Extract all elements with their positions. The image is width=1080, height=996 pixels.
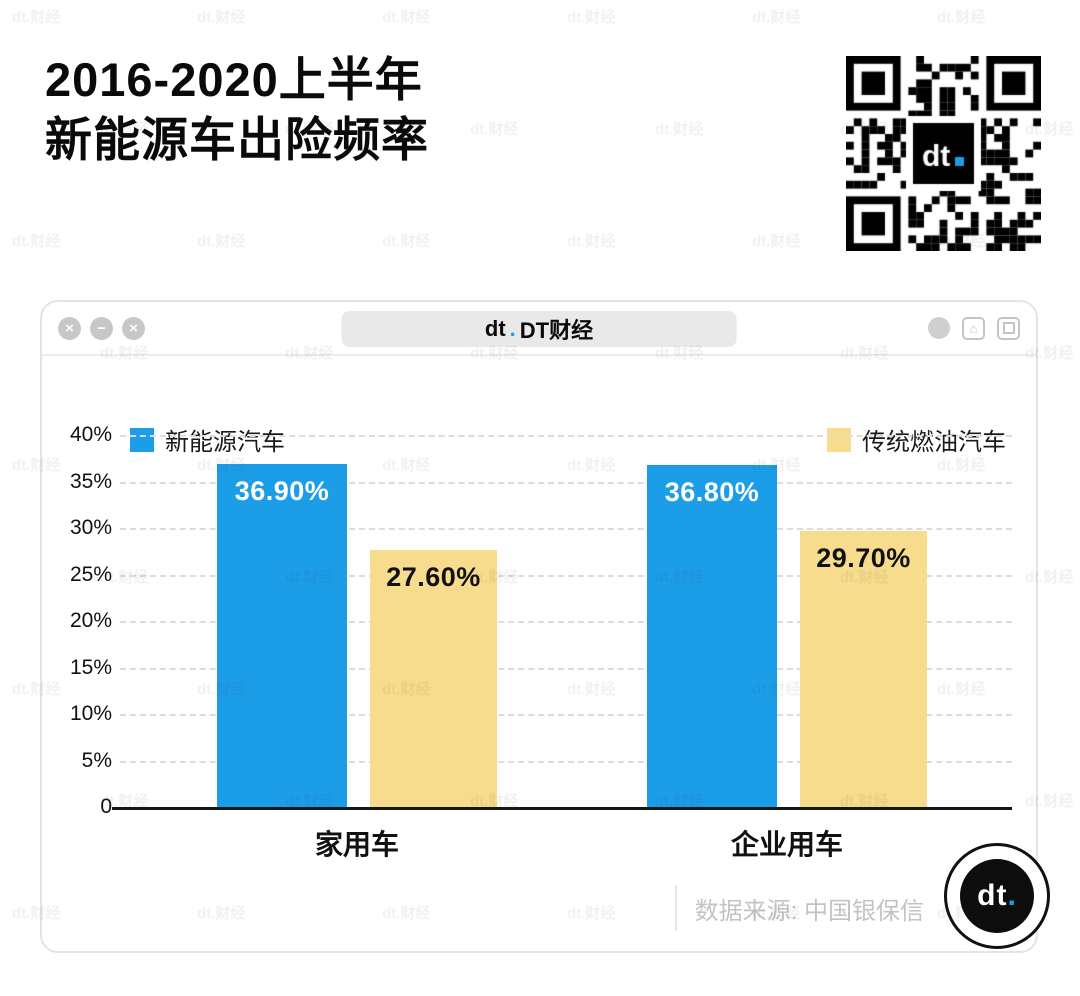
bar-value-label: 36.80% bbox=[664, 476, 760, 507]
copy-icon[interactable] bbox=[997, 316, 1020, 340]
y-axis-tick-label: 20% bbox=[69, 609, 112, 632]
window-title: DT财经 bbox=[519, 318, 594, 343]
watermark-text: dt.财经 bbox=[937, 9, 986, 26]
home-icon[interactable]: ⌂ bbox=[962, 316, 985, 340]
y-axis-tick-label: 25% bbox=[69, 562, 112, 586]
data-source: 数据来源: 中国银保信 bbox=[674, 885, 924, 931]
y-axis-tick-label: 5% bbox=[81, 748, 112, 772]
watermark-text: dt.财经 bbox=[567, 233, 616, 250]
bar-value-label: 36.90% bbox=[234, 475, 330, 506]
watermark-text: dt.财经 bbox=[12, 233, 61, 250]
titlebar-right-icons: ⌂ bbox=[928, 316, 1020, 340]
close-icon[interactable]: × bbox=[58, 316, 81, 340]
data-source-text: 数据来源: 中国银保信 bbox=[694, 897, 924, 925]
gridline bbox=[120, 714, 1012, 716]
dt-logo-text: dt bbox=[484, 316, 506, 341]
gridline bbox=[120, 435, 1012, 437]
gridline bbox=[120, 621, 1012, 623]
watermark-text: dt.财经 bbox=[12, 9, 61, 26]
x-axis-category-label: 企业用车 bbox=[730, 829, 843, 860]
watermark-text: dt.财经 bbox=[382, 9, 431, 26]
gridline bbox=[120, 574, 1012, 577]
watermark-text: dt.财经 bbox=[655, 121, 704, 138]
qr-code bbox=[846, 56, 1041, 251]
watermark-text: dt.财经 bbox=[752, 9, 801, 26]
page-title-line2: 新能源车出险频率 bbox=[45, 113, 429, 167]
watermark-text: dt.财经 bbox=[382, 233, 431, 250]
y-axis-tick-label: 10% bbox=[69, 702, 112, 725]
legend-swatch-blue bbox=[130, 427, 154, 452]
page-title-line1: 2016-2020上半年 bbox=[45, 53, 423, 106]
y-axis-tick-label: 35% bbox=[69, 469, 112, 493]
bar-value-label: 29.70% bbox=[816, 542, 911, 573]
bar-fuel: 27.60% bbox=[370, 550, 497, 807]
x-axis-line bbox=[112, 807, 1012, 810]
bar-value-label: 27.60% bbox=[386, 562, 481, 593]
minimize-icon[interactable]: − bbox=[90, 316, 113, 340]
gridline bbox=[120, 481, 1012, 484]
browser-window: × − × dt. DT财经 ⌂ 新能源汽车 传统燃油汽车 40% 35% 30% 2… bbox=[40, 300, 1038, 953]
y-axis-tick-label: 40% bbox=[69, 423, 112, 446]
watermark-text: dt.财经 bbox=[197, 9, 246, 26]
dt-logo-dot: . bbox=[1007, 879, 1017, 912]
gridline bbox=[120, 667, 1012, 670]
y-axis-tick-label: 0 bbox=[100, 795, 112, 818]
x-axis-category-label: 家用车 bbox=[314, 829, 399, 860]
window-titlebar: × − × dt. DT财经 ⌂ bbox=[42, 302, 1036, 356]
close-icon-2[interactable]: × bbox=[122, 316, 145, 340]
footer-divider bbox=[674, 885, 677, 931]
bar-chart: 新能源汽车 传统燃油汽车 40% 35% 30% 25% 20% 15% 10% 5% 0 36.… bbox=[42, 302, 1036, 951]
y-axis-tick-label: 15% bbox=[69, 655, 112, 679]
dt-logo: dt. bbox=[960, 859, 1034, 933]
address-bar[interactable]: dt. DT财经 bbox=[341, 311, 737, 347]
bar-fuel: 29.70% bbox=[800, 530, 927, 807]
window-controls: × − × bbox=[58, 316, 145, 340]
legend-swatch-yellow bbox=[827, 427, 851, 452]
bar-new-energy: 36.80% bbox=[647, 464, 777, 807]
y-axis-tick-label: 30% bbox=[69, 516, 112, 539]
legend-label-new-energy: 新能源汽车 bbox=[165, 429, 285, 456]
gridline bbox=[120, 760, 1012, 763]
legend-item-fuel: 传统燃油汽车 bbox=[827, 422, 1006, 457]
page-title: 2016-2020上半年 新能源车出险频率 bbox=[45, 50, 429, 170]
dt-logo-badge: dt. bbox=[944, 843, 1050, 949]
watermark-text: dt.财经 bbox=[470, 121, 519, 138]
bar-new-energy: 36.90% bbox=[217, 463, 347, 807]
legend-item-new-energy: 新能源汽车 bbox=[130, 422, 285, 457]
watermark-text: dt.财经 bbox=[567, 9, 616, 26]
profile-icon[interactable] bbox=[928, 317, 950, 339]
watermark-text: dt.财经 bbox=[197, 233, 246, 250]
dt-logo-text: dt bbox=[977, 879, 1008, 912]
legend-label-fuel: 传统燃油汽车 bbox=[862, 429, 1006, 456]
watermark-text: dt.财经 bbox=[752, 233, 801, 250]
gridline bbox=[120, 528, 1012, 530]
dt-logo-dot: . bbox=[509, 316, 516, 341]
